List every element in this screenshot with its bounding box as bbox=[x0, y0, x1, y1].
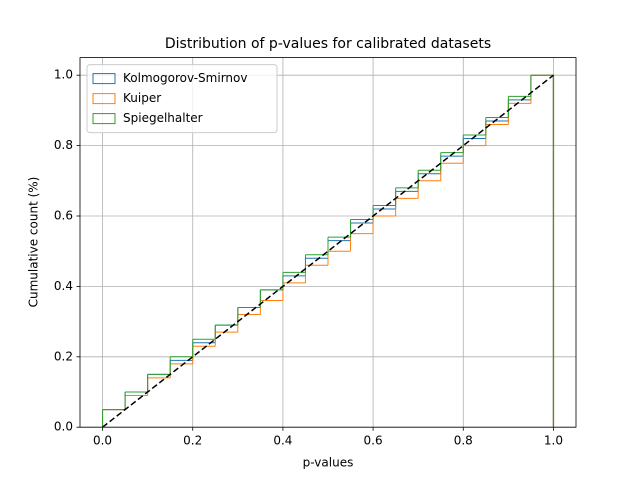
x-tick-label: 0.0 bbox=[93, 434, 112, 448]
y-tick-label: 0.6 bbox=[54, 209, 73, 223]
legend-label: Kuiper bbox=[123, 91, 161, 105]
y-tick-label: 0.0 bbox=[54, 420, 73, 434]
legend-box bbox=[86, 64, 278, 134]
legend-swatch bbox=[92, 113, 116, 125]
y-tick-label: 0.8 bbox=[54, 138, 73, 152]
y-tick-label: 0.2 bbox=[54, 349, 73, 363]
x-tick-label: 1.0 bbox=[544, 434, 563, 448]
plot-frame bbox=[79, 57, 577, 428]
y-tick-label: 1.0 bbox=[54, 68, 73, 82]
legend: Kolmogorov-Smirnov Kuiper Spiegelhalter bbox=[86, 64, 278, 134]
y-tick-label: 0.4 bbox=[54, 279, 73, 293]
legend-label: Spiegelhalter bbox=[123, 111, 203, 125]
x-tick-label: 0.8 bbox=[454, 434, 473, 448]
reference-line bbox=[102, 74, 554, 428]
x-tick-label: 0.6 bbox=[364, 434, 383, 448]
series-step bbox=[102, 74, 555, 428]
x-axis-label: p-values bbox=[303, 456, 354, 470]
x-tick-label: 0.4 bbox=[273, 434, 292, 448]
legend-swatch bbox=[92, 73, 116, 85]
x-tick-label: 0.2 bbox=[183, 434, 202, 448]
y-axis-label: Cumulative count (%) bbox=[27, 177, 41, 308]
legend-swatch bbox=[92, 93, 116, 105]
chart-title: Distribution of p-values for calibrated … bbox=[165, 36, 491, 52]
legend-label: Kolmogorov-Smirnov bbox=[123, 71, 247, 85]
